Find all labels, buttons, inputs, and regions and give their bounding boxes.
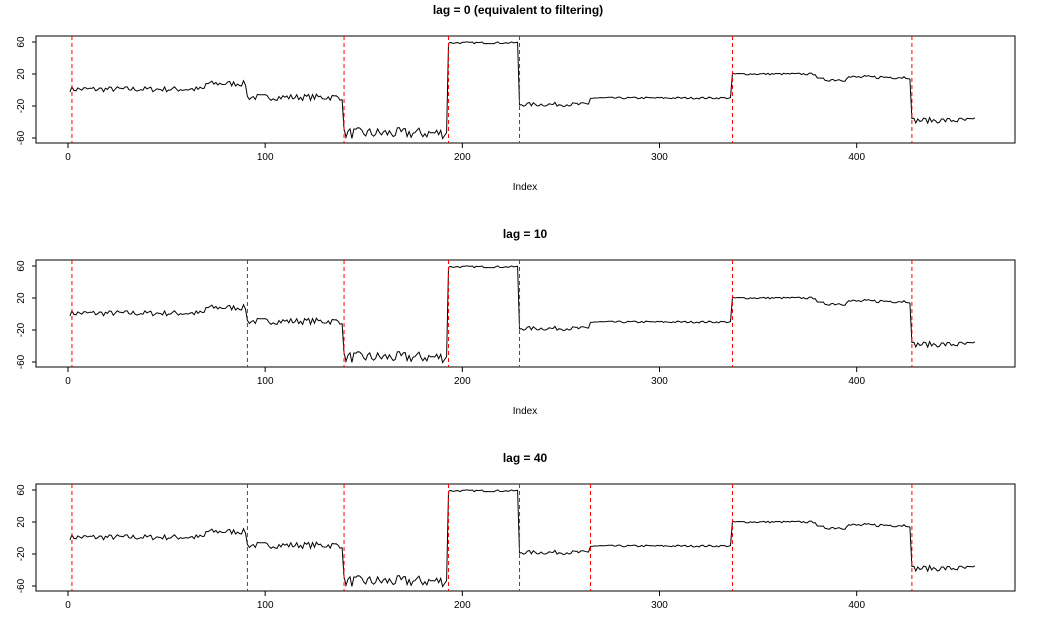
y-tick-label: -20 (16, 322, 27, 337)
y-tick-label: -20 (16, 98, 27, 113)
panel-lag-0: lag = 0 (equivalent to filtering) -60 -20… (16, 3, 1016, 193)
x-tick-label: 100 (257, 600, 274, 611)
x-tick-label: 0 (65, 376, 71, 387)
x-tick-label: 400 (848, 600, 865, 611)
panel-title: lag = 10 (503, 227, 548, 241)
panel-lag-10: lag = 10 -60 -20 20 60 0 100 200 300 400 Index (16, 227, 1016, 417)
x-tick-label: 0 (65, 152, 71, 163)
y-tick-label: -60 (16, 354, 27, 369)
x-axis-label: Index (513, 182, 537, 193)
series-line (69, 41, 976, 140)
x-tick-label: 200 (454, 376, 471, 387)
x-tick-label: 300 (651, 376, 668, 387)
panel-title: lag = 0 (equivalent to filtering) (433, 3, 603, 17)
y-tick-label: 60 (16, 484, 27, 496)
data-layer: -60 -20 20 60 0 100 200 300 400 (16, 484, 976, 611)
y-tick-label: -60 (16, 130, 27, 145)
y-tick-label: 20 (16, 292, 27, 304)
x-tick-label: 400 (848, 376, 865, 387)
plot-frame (35, 259, 1016, 368)
y-tick-label: 20 (16, 68, 27, 80)
x-tick-label: 400 (848, 152, 865, 163)
y-tick-label: -60 (16, 578, 27, 593)
x-tick-label: 200 (454, 600, 471, 611)
x-tick-label: 100 (257, 376, 274, 387)
x-axis-label: Index (513, 406, 537, 417)
plot-frame (35, 35, 1016, 144)
x-tick-label: 0 (65, 600, 71, 611)
y-tick-label: 60 (16, 36, 27, 48)
data-layer: -60 -20 20 60 0 100 200 300 400 (16, 36, 976, 163)
y-tick-label: 60 (16, 260, 27, 272)
plot-frame (35, 483, 1016, 592)
y-tick-label: -20 (16, 546, 27, 561)
x-tick-label: 300 (651, 152, 668, 163)
data-layer: -60 -20 20 60 0 100 200 300 400 (16, 260, 976, 387)
series-line (69, 489, 976, 588)
y-tick-label: 20 (16, 516, 27, 528)
panel-lag-40: lag = 40 -60 -20 20 60 0 100 200 300 400 (16, 451, 1016, 611)
panel-title: lag = 40 (503, 451, 548, 465)
series-line (69, 265, 976, 364)
x-tick-label: 100 (257, 152, 274, 163)
x-tick-label: 200 (454, 152, 471, 163)
x-tick-label: 300 (651, 600, 668, 611)
